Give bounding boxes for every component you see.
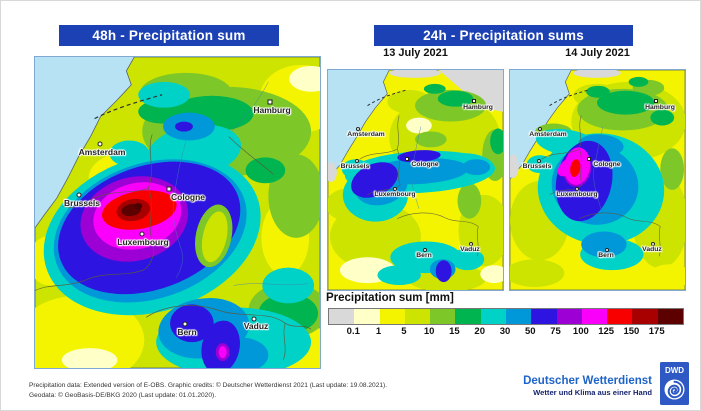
precipitation-map-graphic-14july <box>510 70 685 290</box>
city-label-luxembourg: Luxembourg <box>374 191 416 198</box>
city-marker-luxembourg <box>139 231 145 237</box>
dwd-logo-text: DWD <box>665 366 684 375</box>
legend-color-cell <box>607 309 633 324</box>
legend-color-cell <box>556 309 582 324</box>
legend-color-cell <box>354 309 380 324</box>
city-label-vaduz: Vaduz <box>243 321 269 331</box>
city-marker-amsterdam <box>97 141 103 147</box>
city-label-cologne: Cologne <box>171 192 205 202</box>
city-label-luxembourg: Luxembourg <box>117 237 169 247</box>
date-label-14-july: 14 July 2021 <box>565 47 630 59</box>
city-label-vaduz: Vaduz <box>460 246 480 253</box>
dwd-branding: Deutscher Wetterdienst Wetter und Klima … <box>523 375 652 397</box>
city-marker-luxembourg <box>575 187 579 191</box>
legend-title: Precipitation sum [mm] <box>326 292 454 304</box>
date-label-13-july: 13 July 2021 <box>383 47 448 59</box>
city-marker-vaduz <box>469 242 473 246</box>
city-marker-brussels <box>355 159 359 163</box>
legend-color-cell <box>430 309 456 324</box>
credits-line-2: Geodata: © GeoBasis-DE/BKG 2020 (Last up… <box>29 391 217 399</box>
city-marker-cologne <box>405 157 409 161</box>
legend-tick-label: 150 <box>623 326 640 337</box>
city-label-cologne: Cologne <box>411 161 439 168</box>
city-label-bern: Bern <box>177 327 197 337</box>
city-label-vaduz: Vaduz <box>642 246 662 253</box>
city-marker-luxembourg <box>393 187 397 191</box>
city-marker-vaduz <box>651 242 655 246</box>
dwd-spiral-icon <box>667 380 684 399</box>
city-marker-brussels <box>76 192 82 198</box>
legend-color-cell <box>455 309 481 324</box>
legend-tick-label: 15 <box>449 326 460 337</box>
dwd-name: Deutscher Wetterdienst <box>523 375 652 387</box>
city-label-brussels: Brussels <box>522 163 552 170</box>
city-label-brussels: Brussels <box>64 198 100 208</box>
city-marker-bern <box>182 321 188 327</box>
city-label-bern: Bern <box>598 252 614 259</box>
city-label-brussels: Brussels <box>340 163 370 170</box>
credits-text: Precipitation data: Extended version of … <box>29 381 387 400</box>
city-label-cologne: Cologne <box>593 161 621 168</box>
city-label-hamburg: Hamburg <box>645 104 675 111</box>
dwd-logo-icon: DWD <box>660 362 689 405</box>
legend-colorbar <box>328 308 684 325</box>
map-48h-precipitation: Amsterdam Hamburg Brussels Cologne Luxem… <box>34 56 321 369</box>
legend-tick-label: 100 <box>572 326 589 337</box>
dwd-tagline: Wetter und Klima aus einer Hand <box>533 388 652 398</box>
city-marker-hamburg <box>267 99 273 105</box>
city-marker-amsterdam <box>538 127 542 131</box>
legend-tick-label: 20 <box>474 326 485 337</box>
credits-line-1: Precipitation data: Extended version of … <box>29 382 388 389</box>
legend-tick-label: 50 <box>524 326 536 337</box>
city-marker-brussels <box>537 159 541 163</box>
legend-color-cell <box>379 309 405 324</box>
legend-tick-label: 175 <box>648 326 665 337</box>
city-marker-bern <box>605 248 609 252</box>
city-label-amsterdam: Amsterdam <box>347 131 385 138</box>
legend-tick-label: 75 <box>550 326 561 337</box>
legend-ticks: 0.1 1 5 10 15 20 30 50 75 100 125 150 175 <box>328 326 682 338</box>
city-label-hamburg: Hamburg <box>463 104 493 111</box>
right-maps-title: 24h - Precipitation sums <box>374 25 633 46</box>
city-marker-hamburg <box>472 99 476 103</box>
city-marker-bern <box>423 248 427 252</box>
city-marker-cologne <box>587 157 591 161</box>
map-24h-14-july: Amsterdam Hamburg Brussels Cologne Luxem… <box>509 69 686 291</box>
legend-tick-label: 5 <box>401 326 407 337</box>
map-24h-13-july: Amsterdam Hamburg Brussels Cologne Luxem… <box>327 69 504 291</box>
city-marker-cologne <box>166 186 172 192</box>
city-label-luxembourg: Luxembourg <box>556 191 598 198</box>
legend-tick-label: 1 <box>375 326 382 337</box>
legend-tick-label: 30 <box>499 326 511 337</box>
left-map-title: 48h - Precipitation sum <box>59 25 279 46</box>
city-label-hamburg: Hamburg <box>253 105 291 115</box>
legend-color-cell <box>480 309 506 324</box>
legend-color-cell <box>505 309 532 324</box>
legend-tick-label: 10 <box>423 326 435 337</box>
precipitation-map-graphic-13july <box>328 70 503 290</box>
city-label-bern: Bern <box>416 252 432 259</box>
legend-color-cell <box>632 309 658 324</box>
legend-color-cell <box>404 309 431 324</box>
city-marker-hamburg <box>654 99 658 103</box>
precipitation-map-graphic-48h <box>35 57 320 368</box>
city-label-amsterdam: Amsterdam <box>529 131 567 138</box>
legend-tick-label: 125 <box>598 326 615 337</box>
city-marker-vaduz <box>251 316 257 322</box>
legend-color-cell <box>581 309 608 324</box>
legend-tick-label: 0.1 <box>346 326 360 337</box>
legend-color-cell <box>657 309 683 324</box>
city-marker-amsterdam <box>356 127 360 131</box>
legend-color-cell <box>329 309 355 324</box>
city-label-amsterdam: Amsterdam <box>78 147 126 157</box>
legend-color-cell <box>531 309 557 324</box>
